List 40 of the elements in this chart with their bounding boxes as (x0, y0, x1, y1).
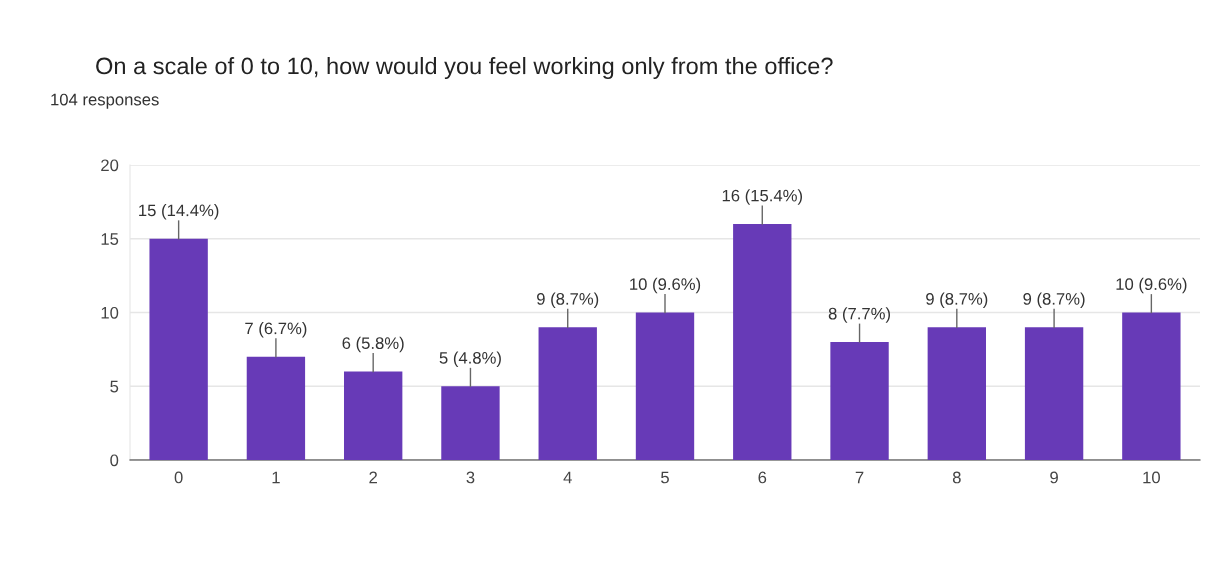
data-label: 7 (6.7%) (245, 322, 307, 338)
bar (733, 224, 792, 460)
y-tick-label: 20 (101, 159, 119, 172)
x-tick-label: 3 (466, 471, 475, 484)
chart-title: On a scale of 0 to 10, how would you feel working only from the office? (96, 57, 833, 79)
bar (538, 327, 597, 460)
data-label: 15 (14.4%) (139, 204, 219, 220)
bar (1122, 312, 1181, 460)
data-label: 6 (5.8%) (342, 336, 404, 353)
data-label: 16 (15.4%) (722, 189, 802, 205)
x-tick-label: 9 (1050, 471, 1058, 484)
data-label: 10 (9.6%) (1116, 277, 1187, 294)
chart-subtitle: 104 responses (51, 93, 159, 109)
bar (635, 312, 695, 460)
bar (1024, 327, 1084, 460)
x-tick-label: 7 (855, 471, 864, 484)
bar (441, 386, 500, 460)
y-tick-label: 15 (101, 233, 119, 245)
bar (927, 327, 986, 460)
data-label: 10 (9.6%) (630, 277, 701, 294)
bar (246, 356, 306, 460)
x-tick-label: 5 (661, 471, 669, 484)
data-label: 5 (4.8%) (439, 351, 501, 368)
data-label: 9 (8.7%) (926, 292, 988, 309)
y-tick-label: 0 (110, 454, 119, 467)
y-tick-label: 10 (101, 306, 119, 319)
data-label: 8 (7.7%) (828, 307, 891, 323)
x-tick-label: 10 (1143, 471, 1160, 484)
data-label: 9 (8.7%) (1023, 292, 1085, 309)
bar (344, 371, 403, 460)
y-tick-label: 5 (110, 380, 119, 393)
x-tick-label: 1 (272, 471, 280, 484)
bar (149, 238, 208, 460)
x-tick-label: 2 (369, 471, 377, 484)
x-tick-label: 0 (174, 471, 183, 484)
data-label: 9 (8.7%) (537, 292, 599, 309)
bar (830, 342, 889, 460)
x-tick-label: 6 (758, 471, 767, 484)
x-tick-label: 4 (563, 471, 572, 484)
x-tick-label: 8 (952, 471, 961, 484)
